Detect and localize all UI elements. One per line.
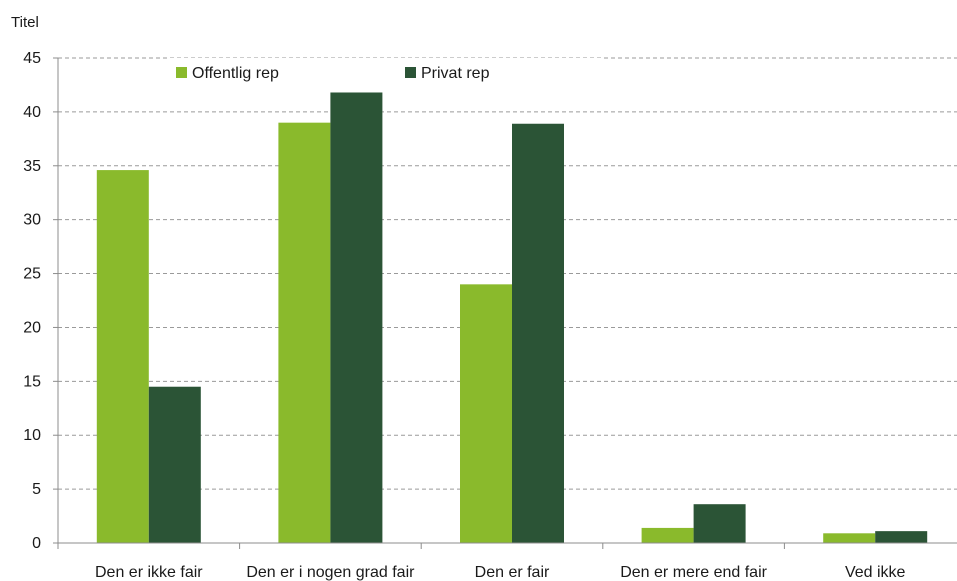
y-tick-label: 40	[23, 104, 41, 121]
y-tick-label: 45	[23, 50, 41, 67]
legend-label-privat: Privat rep	[421, 65, 490, 82]
legend: Offentlig rep Privat rep	[168, 58, 604, 90]
bar-privat-rep	[875, 531, 928, 543]
y-tick-label: 25	[23, 266, 41, 283]
y-tick-label: 35	[23, 158, 41, 175]
x-tick-label: Ved ikke	[845, 564, 906, 581]
bar-offentlig-rep	[96, 170, 149, 544]
legend-item-offentlig: Offentlig rep	[176, 65, 279, 82]
legend-label-offentlig: Offentlig rep	[192, 65, 279, 82]
legend-swatch-privat	[405, 67, 416, 78]
x-tick-label: Den er ikke fair	[95, 564, 203, 581]
bar-offentlig-rep	[823, 533, 876, 543]
bar-privat-rep	[512, 123, 564, 543]
y-axis-unit-label: Titel	[11, 14, 39, 31]
y-tick-label: 10	[23, 427, 41, 444]
bar-offentlig-rep	[278, 122, 331, 544]
bar-privat-rep	[148, 386, 201, 543]
legend-item-privat: Privat rep	[405, 65, 490, 82]
bar-privat-rep	[330, 92, 383, 543]
x-tick-label: Den er i nogen grad fair	[246, 564, 415, 581]
bar-privat-rep	[693, 504, 746, 543]
axes: 0 5 10 15 20 25 30 35 40 45 Den er ikke fair Den er…	[23, 50, 957, 581]
bar-offentlig-rep	[641, 527, 694, 543]
x-tick-label: Den er fair	[475, 564, 550, 581]
y-tick-label: 5	[32, 481, 41, 498]
bars	[96, 92, 928, 544]
legend-swatch-offentlig	[176, 67, 187, 78]
y-tick-label: 20	[23, 319, 41, 336]
y-tick-label: 0	[32, 535, 41, 552]
y-tick-label: 30	[23, 212, 41, 229]
bar-offentlig-rep	[460, 284, 512, 543]
y-tick-label: 15	[23, 373, 41, 390]
x-tick-label: Den er mere end fair	[620, 564, 767, 581]
legend-background	[168, 58, 604, 90]
